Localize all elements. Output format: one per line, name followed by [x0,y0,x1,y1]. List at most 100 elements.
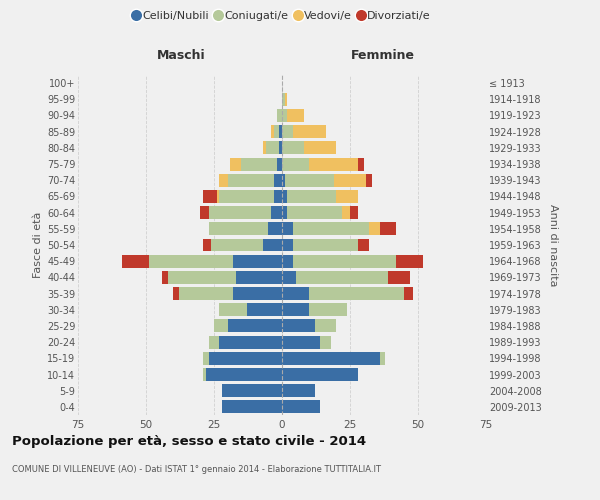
Bar [173,287,179,300]
Bar [314,320,337,332]
Bar [388,271,410,284]
Bar [282,254,293,268]
Bar [209,222,268,235]
Bar [293,254,396,268]
Bar [179,287,233,300]
Bar [247,304,282,316]
Bar [282,190,287,203]
Bar [282,158,309,170]
Bar [271,125,274,138]
Bar [282,206,287,219]
Bar [220,174,227,186]
Bar [296,271,388,284]
Bar [211,238,263,252]
Bar [163,271,168,284]
Bar [222,384,282,397]
Bar [274,190,282,203]
Bar [334,174,367,186]
Bar [209,352,282,365]
Bar [263,142,266,154]
Bar [309,158,358,170]
Bar [404,287,413,300]
Bar [342,206,350,219]
Bar [287,190,337,203]
Bar [203,190,217,203]
Bar [282,109,287,122]
Bar [293,125,326,138]
Bar [230,158,241,170]
Bar [282,336,320,348]
Bar [203,368,206,381]
Text: Maschi: Maschi [157,49,206,62]
Bar [304,142,337,154]
Bar [367,174,372,186]
Bar [266,142,279,154]
Bar [358,238,369,252]
Bar [282,384,314,397]
Y-axis label: Fasce di età: Fasce di età [32,212,43,278]
Bar [282,352,380,365]
Bar [149,254,233,268]
Bar [282,174,285,186]
Text: Femmine: Femmine [350,49,415,62]
Bar [214,320,227,332]
Bar [236,271,282,284]
Bar [285,174,334,186]
Bar [282,125,293,138]
Bar [293,222,369,235]
Bar [282,142,304,154]
Bar [233,287,282,300]
Bar [380,352,385,365]
Bar [287,109,304,122]
Bar [271,206,282,219]
Bar [268,222,282,235]
Y-axis label: Anni di nascita: Anni di nascita [548,204,558,286]
Bar [309,304,347,316]
Bar [282,368,358,381]
Bar [396,254,424,268]
Bar [209,336,220,348]
Bar [282,222,293,235]
Bar [282,320,314,332]
Bar [227,174,274,186]
Bar [206,368,282,381]
Bar [274,174,282,186]
Bar [227,320,282,332]
Bar [279,125,282,138]
Bar [287,206,342,219]
Bar [222,400,282,413]
Bar [220,304,247,316]
Bar [200,206,209,219]
Bar [274,125,279,138]
Bar [369,222,380,235]
Bar [282,304,309,316]
Bar [122,254,149,268]
Bar [320,336,331,348]
Bar [350,206,358,219]
Bar [277,109,282,122]
Bar [168,271,236,284]
Bar [217,190,220,203]
Bar [282,400,320,413]
Bar [380,222,396,235]
Text: Popolazione per età, sesso e stato civile - 2014: Popolazione per età, sesso e stato civil… [12,435,366,448]
Bar [209,206,271,219]
Bar [282,93,285,106]
Bar [279,142,282,154]
Bar [309,287,404,300]
Bar [285,93,287,106]
Bar [220,336,282,348]
Text: COMUNE DI VILLENEUVE (AO) - Dati ISTAT 1° gennaio 2014 - Elaborazione TUTTITALIA: COMUNE DI VILLENEUVE (AO) - Dati ISTAT 1… [12,465,381,474]
Bar [277,158,282,170]
Bar [293,238,358,252]
Bar [233,254,282,268]
Bar [282,287,309,300]
Legend: Celibi/Nubili, Coniugati/e, Vedovi/e, Divorziati/e: Celibi/Nubili, Coniugati/e, Vedovi/e, Di… [133,10,431,22]
Bar [263,238,282,252]
Bar [337,190,358,203]
Bar [282,238,293,252]
Bar [358,158,364,170]
Bar [203,238,211,252]
Bar [203,352,209,365]
Bar [220,190,274,203]
